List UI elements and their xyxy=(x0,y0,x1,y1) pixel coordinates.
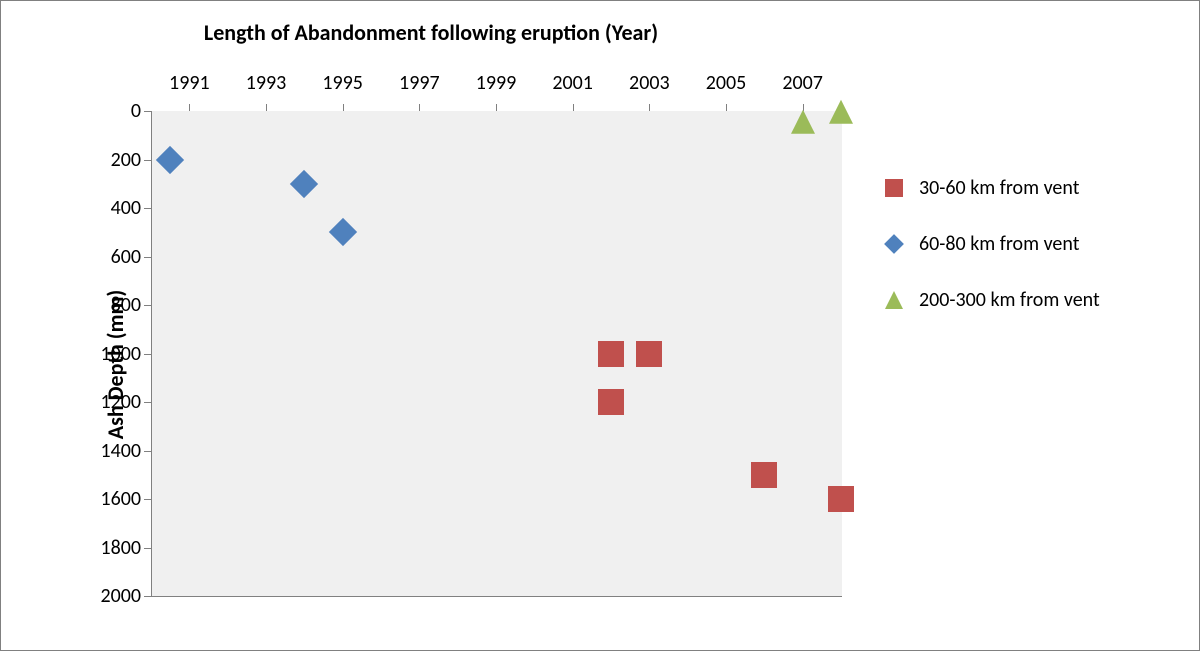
y-tick-label: 1800 xyxy=(91,536,141,560)
x-tick-label: 2007 xyxy=(782,71,823,95)
y-tick-label: 200 xyxy=(91,148,141,172)
y-tick-label: 0 xyxy=(91,99,141,123)
legend-marker xyxy=(874,291,914,309)
x-tick-label: 2003 xyxy=(629,71,670,95)
y-tick-label: 2000 xyxy=(91,584,141,608)
x-tick-mark xyxy=(266,104,267,111)
legend-label: 200-300 km from vent xyxy=(919,288,1100,312)
triangle-icon xyxy=(791,110,815,134)
y-tick-mark xyxy=(144,402,151,403)
x-tick-label: 2001 xyxy=(552,71,593,95)
chart-title: Length of Abandonment following eruption… xyxy=(1,19,861,46)
y-tick-label: 1600 xyxy=(91,487,141,511)
triangle-icon xyxy=(829,100,853,124)
y-tick-mark xyxy=(144,548,151,549)
square-icon xyxy=(751,462,777,488)
square-icon xyxy=(636,341,662,367)
legend-label: 60-80 km from vent xyxy=(919,232,1079,256)
legend-item: 200-300 km from vent xyxy=(874,288,1169,312)
x-tick-mark xyxy=(649,104,650,111)
legend-item: 30-60 km from vent xyxy=(874,176,1169,200)
x-tick-mark xyxy=(189,104,190,111)
legend-label: 30-60 km from vent xyxy=(919,176,1079,200)
x-tick-mark xyxy=(726,104,727,111)
x-tick-mark xyxy=(343,104,344,111)
square-icon xyxy=(828,486,854,512)
x-tick-label: 1999 xyxy=(476,71,517,95)
x-tick-label: 1995 xyxy=(322,71,363,95)
y-tick-mark xyxy=(144,499,151,500)
square-icon xyxy=(598,341,624,367)
chart-container: Length of Abandonment following eruption… xyxy=(0,0,1200,651)
y-tick-label: 400 xyxy=(91,196,141,220)
y-tick-mark xyxy=(144,208,151,209)
y-tick-mark xyxy=(144,111,151,112)
y-tick-mark xyxy=(144,451,151,452)
x-tick-label: 1991 xyxy=(169,71,210,95)
diamond-icon xyxy=(884,234,904,254)
x-tick-label: 1993 xyxy=(246,71,287,95)
triangle-icon xyxy=(885,291,903,309)
x-tick-label: 2005 xyxy=(706,71,747,95)
plot-area xyxy=(151,111,842,597)
y-tick-mark xyxy=(144,160,151,161)
y-tick-label: 600 xyxy=(91,245,141,269)
square-icon xyxy=(885,179,903,197)
x-tick-mark xyxy=(419,104,420,111)
legend-item: 60-80 km from vent xyxy=(874,232,1169,256)
legend-marker xyxy=(874,237,914,251)
square-icon xyxy=(598,389,624,415)
x-tick-mark xyxy=(496,104,497,111)
y-tick-mark xyxy=(144,305,151,306)
y-tick-mark xyxy=(144,354,151,355)
y-tick-label: 1000 xyxy=(91,342,141,366)
y-tick-label: 1400 xyxy=(91,439,141,463)
y-tick-mark xyxy=(144,257,151,258)
legend-marker xyxy=(874,179,914,197)
x-tick-label: 1997 xyxy=(399,71,440,95)
legend: 30-60 km from vent 60-80 km from vent 200-… xyxy=(874,176,1169,344)
x-tick-mark xyxy=(573,104,574,111)
y-tick-label: 800 xyxy=(91,293,141,317)
y-tick-label: 1200 xyxy=(91,390,141,414)
y-tick-mark xyxy=(144,596,151,597)
